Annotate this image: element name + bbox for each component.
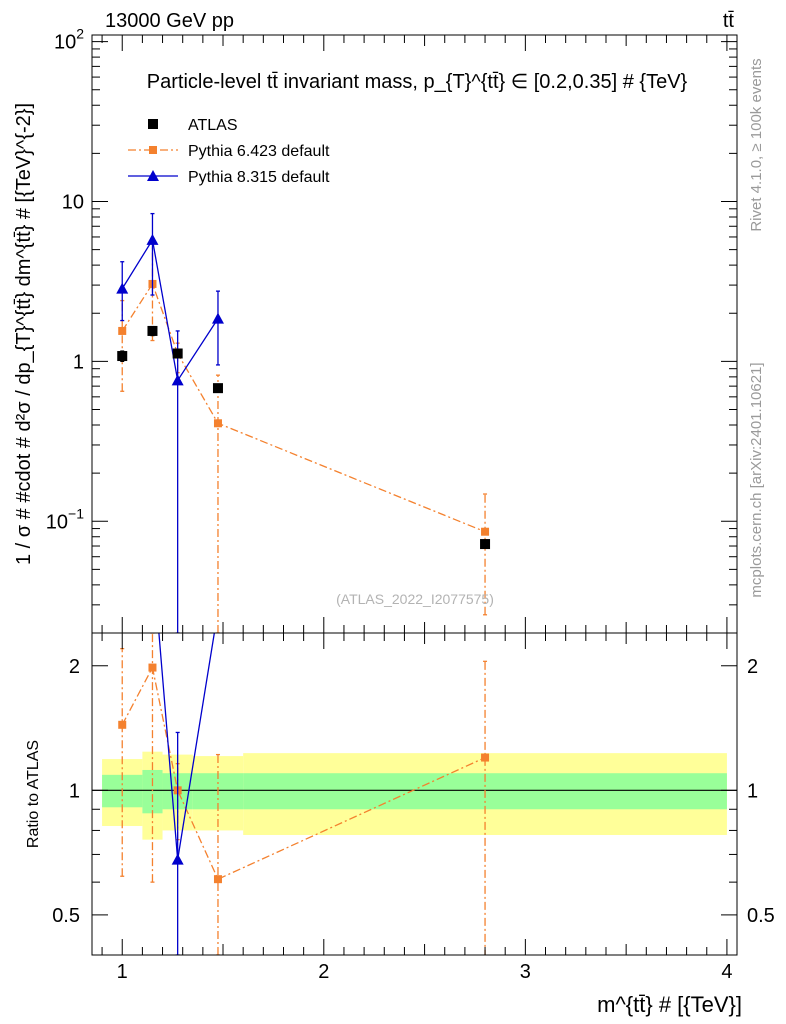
ratio-y-tick-label-left: 1 bbox=[69, 780, 80, 802]
legend-pythia-6-423-default-label: Pythia 6.423 default bbox=[188, 143, 330, 160]
main-y-tick-exponent: −1 bbox=[68, 505, 84, 521]
main-y-tick-label: 1 bbox=[73, 351, 84, 373]
main-pythia-6-423-default-point bbox=[213, 419, 222, 428]
ratio-pythia-6-423-default-line bbox=[121, 665, 486, 881]
main-pythia-8-315-default-point bbox=[146, 233, 159, 245]
ratio-pythia-8-315-default-point bbox=[171, 853, 184, 865]
main-atlas-point bbox=[147, 325, 158, 336]
ratio-y-tick-label-right: 1 bbox=[747, 780, 758, 802]
legend-pythia-6-423-default-marker bbox=[149, 146, 157, 154]
main-atlas-point bbox=[172, 348, 183, 359]
legend-pythia-8-315-default-marker bbox=[147, 170, 159, 181]
main-atlas-point bbox=[480, 539, 491, 550]
ratio-pythia-6-423-default-point bbox=[148, 663, 157, 672]
main-atlas-point bbox=[117, 351, 128, 362]
main-y-tick-base: 1 bbox=[73, 351, 84, 373]
main-pythia-8-315-default-line bbox=[121, 238, 219, 383]
ratio-plot-area bbox=[92, 633, 737, 955]
main-y-tick-label: 102 bbox=[54, 26, 84, 54]
main-pythia-6-423-default-point bbox=[481, 527, 490, 536]
ratio-pythia-6-423-default-point bbox=[213, 875, 222, 884]
ratio-y-tick-label-right: 0.5 bbox=[747, 905, 775, 927]
main-pythia-8-315-default-point bbox=[171, 374, 184, 386]
x-tick-label: 3 bbox=[520, 961, 531, 983]
ratio-pythia-6-423-default-point bbox=[118, 720, 127, 729]
ratio-panel: 2 2 1 1 0.5 0.5 1 2 3 4 Ratio to ATLAS m^{tt̄} # … bbox=[25, 632, 775, 1017]
main-y-tick-base: 10 bbox=[46, 511, 68, 533]
process-label: tt̄ bbox=[723, 10, 735, 32]
ratio-frame bbox=[91, 632, 738, 956]
main-atlas-point bbox=[212, 383, 223, 394]
main-pythia-8-315-default-point bbox=[211, 312, 224, 324]
x-tick-label: 4 bbox=[721, 961, 732, 983]
analysis-watermark: (ATLAS_2022_I2077575) bbox=[336, 591, 494, 607]
main-plot-area bbox=[116, 212, 491, 633]
x-tick-label: 2 bbox=[318, 961, 329, 983]
ratio-y-tick-label-right: 2 bbox=[747, 656, 758, 678]
legend-pythia-8-315-default-label: Pythia 8.315 default bbox=[188, 169, 330, 186]
energy-label: 13000 GeV pp bbox=[105, 10, 234, 32]
ratio-y-axis-label: Ratio to ATLAS bbox=[25, 740, 42, 848]
x-axis-label: m^{tt̄} # [{TeV}] bbox=[597, 992, 742, 1017]
mcplots-label: mcplots.cern.ch [arXiv:2401.10621] bbox=[748, 362, 765, 597]
ratio-pythia-8-315-default-line bbox=[158, 633, 215, 860]
main-pythia-8-315-default-point bbox=[116, 282, 129, 294]
main-y-tick-base: 10 bbox=[54, 32, 76, 54]
ratio-y-tick-label-left: 0.5 bbox=[52, 905, 80, 927]
legend-atlas-marker bbox=[148, 119, 158, 129]
main-y-tick-exponent: 2 bbox=[76, 26, 84, 42]
rivet-label: Rivet 4.1.0, ≥ 100k events bbox=[748, 58, 765, 231]
main-y-tick-label: 10 bbox=[62, 191, 84, 213]
legend-atlas-label: ATLAS bbox=[188, 117, 238, 134]
ratio-uncertainty-band-inner bbox=[142, 769, 163, 814]
main-y-tick-base: 10 bbox=[62, 191, 84, 213]
ratio-pythia-6-423-default-point bbox=[481, 753, 490, 762]
ratio-y-tick-label-left: 2 bbox=[69, 656, 80, 678]
main-pythia-6-423-default-point bbox=[118, 326, 127, 335]
main-y-axis-label: 1 / σ # #cdot # d²σ / dp_{T}^{tt̄} dm^{t… bbox=[13, 103, 35, 565]
legend: ATLAS Pythia 6.423 default Pythia 8.315 de… bbox=[128, 117, 330, 186]
main-y-tick-label: 10−1 bbox=[46, 505, 84, 533]
main-title: Particle-level tt̄ invariant mass, p_{T}… bbox=[147, 71, 688, 93]
x-tick-label: 1 bbox=[117, 961, 128, 983]
